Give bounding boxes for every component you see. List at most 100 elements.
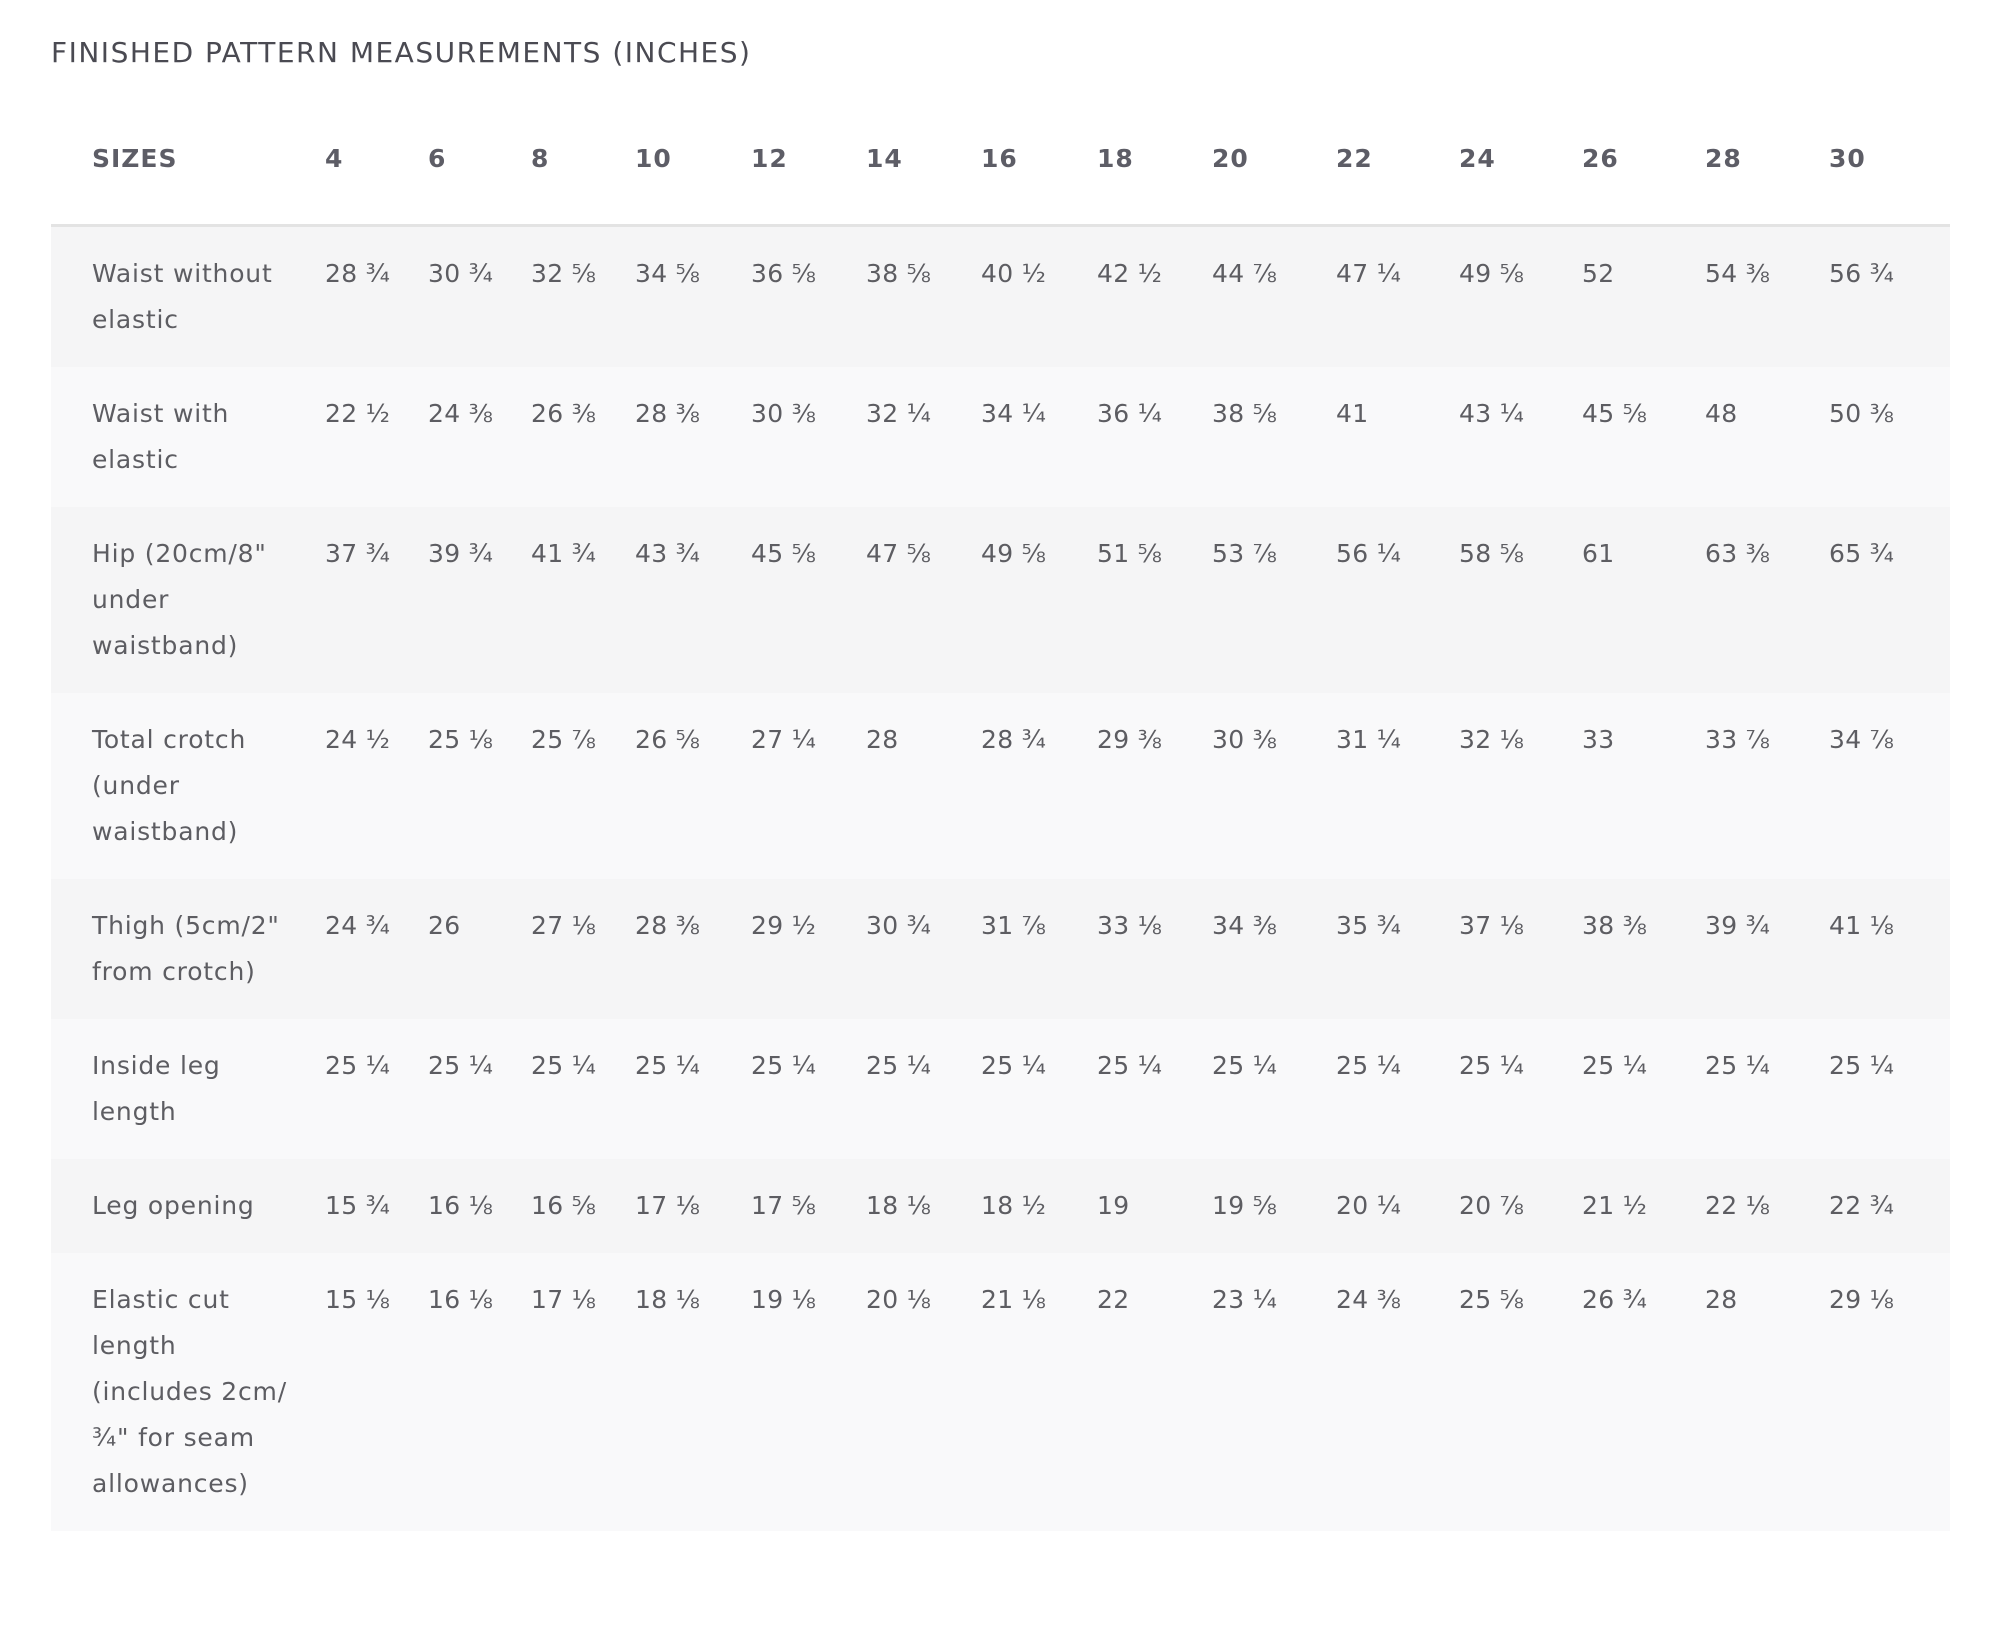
header-row: SIZES 4 6 8 10 12 14 16 18 20 22 24 26 28 30 — [51, 110, 1950, 227]
measurement-cell: 19 — [1097, 1158, 1212, 1253]
measurement-cell: 37 ¾ — [325, 506, 428, 693]
measurement-cell: 15 ⅛ — [325, 1252, 428, 1531]
measurement-cell: 41 — [1336, 366, 1459, 507]
measurement-cell: 20 ⅞ — [1459, 1158, 1582, 1253]
measurement-cell: 65 ¾ — [1829, 506, 1950, 693]
measurement-cell: 16 ⅝ — [531, 1158, 635, 1253]
size-header: 22 — [1336, 110, 1459, 227]
measurement-cell: 37 ⅛ — [1459, 878, 1582, 1019]
size-header: 28 — [1705, 110, 1829, 227]
size-header: 26 — [1582, 110, 1705, 227]
measurement-cell: 53 ⅞ — [1212, 506, 1336, 693]
measurement-cell: 49 ⅝ — [981, 506, 1097, 693]
measurement-cell: 19 ⅛ — [751, 1252, 866, 1531]
measurement-cell: 31 ⅞ — [981, 878, 1097, 1019]
measurement-cell: 22 ½ — [325, 366, 428, 507]
measurement-cell: 51 ⅝ — [1097, 506, 1212, 693]
measurement-cell: 20 ⅛ — [866, 1252, 981, 1531]
measurement-cell: 28 ⅜ — [635, 878, 751, 1019]
measurement-cell: 32 ⅝ — [531, 225, 635, 367]
table-row: Elastic cut length (includes 2cm/¾" for … — [51, 1252, 1950, 1531]
measurement-cell: 33 — [1582, 692, 1705, 879]
measurement-cell: 22 ⅛ — [1705, 1158, 1829, 1253]
measurement-cell: 45 ⅝ — [1582, 366, 1705, 507]
size-header: 10 — [635, 110, 751, 227]
measurement-cell: 31 ¼ — [1336, 692, 1459, 879]
measurement-cell: 48 — [1705, 366, 1829, 507]
measurement-cell: 38 ⅝ — [866, 225, 981, 367]
table-row: Inside leg length 25 ¼ 25 ¼ 25 ¼ 25 ¼ 25 ¼ 25 … — [51, 1018, 1950, 1159]
measurement-cell: 26 — [428, 878, 531, 1019]
measurements-table: SIZES 4 6 8 10 12 14 16 18 20 22 24 26 28 30 Waist wi… — [51, 110, 1950, 1531]
measurement-cell: 39 ¾ — [1705, 878, 1829, 1019]
measurement-cell: 38 ⅝ — [1212, 366, 1336, 507]
measurement-cell: 38 ⅜ — [1582, 878, 1705, 1019]
measurement-cell: 16 ⅛ — [428, 1158, 531, 1253]
measurement-cell: 44 ⅞ — [1212, 225, 1336, 367]
measurement-cell: 50 ⅜ — [1829, 366, 1950, 507]
measurement-cell: 32 ⅛ — [1459, 692, 1582, 879]
measurement-cell: 34 ¼ — [981, 366, 1097, 507]
measurement-cell: 25 ¼ — [1459, 1018, 1582, 1159]
measurement-cell: 47 ⅝ — [866, 506, 981, 693]
size-header: 30 — [1829, 110, 1950, 227]
measurement-cell: 45 ⅝ — [751, 506, 866, 693]
row-label: Waist without elastic — [51, 225, 325, 367]
measurement-cell: 30 ⅜ — [1212, 692, 1336, 879]
size-header: 18 — [1097, 110, 1212, 227]
table-row: Hip (20cm/8" under waistband) 37 ¾ 39 ¾ 41 … — [51, 506, 1950, 693]
measurement-cell: 34 ⅜ — [1212, 878, 1336, 1019]
measurement-cell: 24 ⅜ — [428, 366, 531, 507]
measurement-cell: 43 ¾ — [635, 506, 751, 693]
measurement-cell: 28 — [1705, 1252, 1829, 1531]
measurement-cell: 18 ⅛ — [866, 1158, 981, 1253]
measurement-cell: 28 ¾ — [981, 692, 1097, 879]
table-row: Total crotch (under waistband) 24 ½ 25 ⅛ 25… — [51, 692, 1950, 879]
measurement-cell: 25 ¼ — [866, 1018, 981, 1159]
measurement-cell: 25 ¼ — [1582, 1018, 1705, 1159]
measurement-cell: 29 ⅛ — [1829, 1252, 1950, 1531]
measurement-cell: 25 ⅛ — [428, 692, 531, 879]
table-row: Thigh (5cm/2" from crotch) 24 ¾ 26 27 ⅛ 28 ⅜… — [51, 878, 1950, 1019]
measurement-cell: 42 ½ — [1097, 225, 1212, 367]
measurement-cell: 63 ⅜ — [1705, 506, 1829, 693]
size-header: 6 — [428, 110, 531, 227]
measurement-cell: 18 ⅛ — [635, 1252, 751, 1531]
measurement-cell: 47 ¼ — [1336, 225, 1459, 367]
measurement-cell: 25 ¼ — [1829, 1018, 1950, 1159]
measurement-cell: 18 ½ — [981, 1158, 1097, 1253]
measurement-cell: 41 ¾ — [531, 506, 635, 693]
measurement-cell: 25 ¼ — [325, 1018, 428, 1159]
measurement-cell: 29 ⅜ — [1097, 692, 1212, 879]
measurement-cell: 28 — [866, 692, 981, 879]
table-row: Waist with elastic 22 ½ 24 ⅜ 26 ⅜ 28 ⅜ 30 ⅜ 32… — [51, 366, 1950, 507]
measurement-cell: 61 — [1582, 506, 1705, 693]
measurement-cell: 33 ⅞ — [1705, 692, 1829, 879]
measurement-cell: 26 ⅝ — [635, 692, 751, 879]
measurement-cell: 25 ¼ — [1212, 1018, 1336, 1159]
measurement-cell: 16 ⅛ — [428, 1252, 531, 1531]
measurement-cell: 17 ⅛ — [531, 1252, 635, 1531]
measurement-cell: 30 ⅜ — [751, 366, 866, 507]
measurement-cell: 41 ⅛ — [1829, 878, 1950, 1019]
measurement-cell: 20 ¼ — [1336, 1158, 1459, 1253]
measurement-cell: 19 ⅝ — [1212, 1158, 1336, 1253]
measurement-cell: 17 ⅛ — [635, 1158, 751, 1253]
measurement-cell: 26 ¾ — [1582, 1252, 1705, 1531]
size-header: 24 — [1459, 110, 1582, 227]
measurement-cell: 23 ¼ — [1212, 1252, 1336, 1531]
measurement-cell: 30 ¾ — [866, 878, 981, 1019]
table-row: Waist without elastic 28 ¾ 30 ¾ 32 ⅝ 34 ⅝ 36 … — [51, 225, 1950, 367]
measurement-cell: 56 ¾ — [1829, 225, 1950, 367]
row-label: Leg opening — [51, 1158, 325, 1253]
row-label: Thigh (5cm/2" from crotch) — [51, 878, 325, 1019]
measurement-cell: 25 ¼ — [428, 1018, 531, 1159]
measurement-cell: 34 ⅞ — [1829, 692, 1950, 879]
size-header: 16 — [981, 110, 1097, 227]
measurement-cell: 25 ¼ — [981, 1018, 1097, 1159]
measurement-cell: 40 ½ — [981, 225, 1097, 367]
sizes-header: SIZES — [51, 110, 325, 227]
size-header: 4 — [325, 110, 428, 227]
